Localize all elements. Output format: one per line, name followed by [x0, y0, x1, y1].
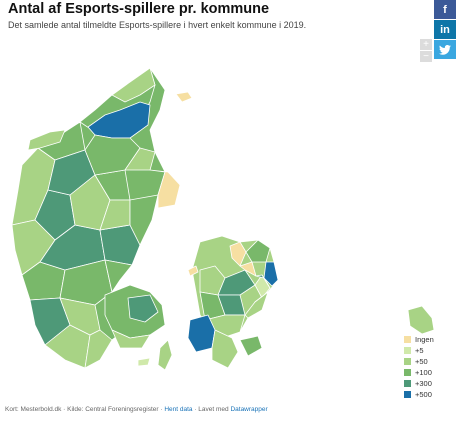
municipality-funen-s [111, 329, 151, 349]
municipality-nordsjaelland-1 [245, 239, 271, 263]
municipality-copenhagen-w [255, 274, 271, 289]
municipality-moen [239, 335, 263, 357]
legend-swatch [404, 335, 411, 343]
island-aero [137, 357, 151, 367]
twitter-icon [439, 44, 451, 55]
municipality-vendsyssel-n [111, 67, 156, 103]
facebook-icon: f [443, 3, 447, 16]
map-subtitle: Det samlede antal tilmeldte Esports-spil… [8, 20, 307, 30]
legend-item: +100 [404, 367, 434, 377]
municipality-odsherred [229, 241, 247, 267]
municipality-himmerland [84, 134, 141, 176]
linkedin-share-button[interactable]: in [434, 20, 456, 39]
legend-item: +5 [404, 345, 434, 355]
municipality-copenhagen [263, 261, 279, 287]
island-langeland [157, 339, 173, 371]
municipality-holbaek [217, 269, 256, 296]
legend-swatch [404, 357, 411, 365]
municipality-lolland [187, 314, 216, 353]
linkedin-icon: in [440, 23, 450, 36]
footer-separator: · Lavet med [192, 406, 231, 413]
zoom-out-button[interactable]: − [420, 51, 432, 62]
municipality-aarhus-area [129, 194, 159, 246]
legend-swatch [404, 390, 411, 398]
legend-item: +500 [404, 389, 434, 399]
datawrapper-link[interactable]: Datawrapper [230, 406, 268, 413]
island-sejero [187, 265, 199, 277]
municipality-south-border [84, 329, 113, 369]
zoom-controls: + − [420, 39, 433, 63]
legend-label: +500 [415, 389, 432, 399]
legend-swatch [404, 346, 411, 354]
map-footer: Kort: Mesterbold.dk · Kilde: Central For… [5, 406, 268, 413]
legend-item: +50 [404, 356, 434, 366]
map-legend: Ingen +5 +50 +100 +300 +500 [404, 334, 434, 400]
legend-label: +50 [415, 356, 428, 366]
legend-label: +100 [415, 367, 432, 377]
municipality-e2 [104, 259, 133, 293]
municipality-odense [127, 294, 159, 323]
municipality-koege [244, 291, 269, 319]
footer-credits: Kort: Mesterbold.dk · Kilde: Central For… [5, 406, 165, 413]
twitter-share-button[interactable] [434, 40, 456, 59]
legend-label: +5 [415, 345, 424, 355]
share-buttons: f in [434, 0, 456, 60]
municipality-bornholm [407, 305, 435, 335]
facebook-share-button[interactable]: f [434, 0, 456, 19]
municipality-mariagerfjord [124, 147, 156, 171]
legend-item: Ingen [404, 334, 434, 344]
denmark-choropleth-map [11, 67, 435, 371]
map-title: Antal af Esports-spillere pr. kommune [8, 1, 270, 17]
legend-swatch [404, 368, 411, 376]
municipality-thy [27, 129, 66, 151]
download-data-link[interactable]: Hent data [164, 406, 193, 413]
legend-label: +300 [415, 378, 432, 388]
island-laeso [175, 91, 193, 103]
zoom-in-button[interactable]: + [420, 39, 432, 50]
municipality-c2 [59, 259, 113, 306]
legend-item: +300 [404, 378, 434, 388]
legend-swatch [404, 379, 411, 387]
municipality-guldborgsund [211, 329, 239, 369]
legend-label: Ingen [415, 334, 434, 344]
municipality-djursland [149, 169, 181, 209]
